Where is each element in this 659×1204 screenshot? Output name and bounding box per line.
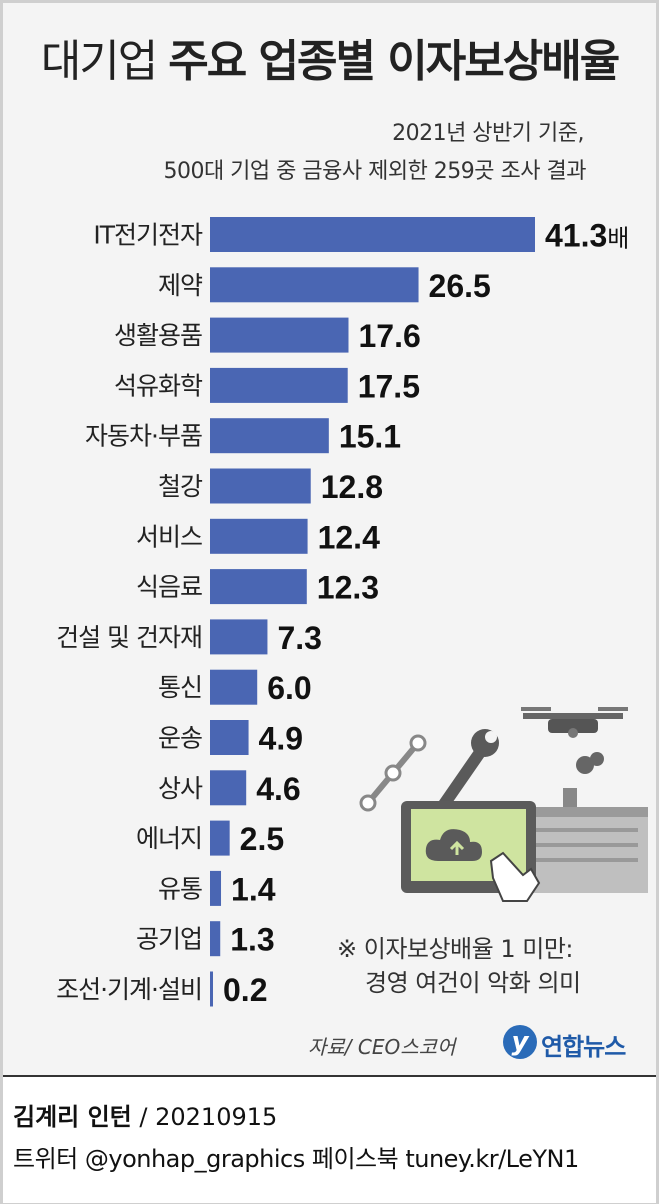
wrench-icon bbox=[432, 729, 499, 819]
category-label: 석유화학 bbox=[114, 371, 203, 400]
category-label: 서비스 bbox=[136, 522, 202, 551]
value-label: 12.8 bbox=[321, 469, 383, 505]
author-name: 김계리 인턴 bbox=[13, 1103, 132, 1131]
category-label: 공기업 bbox=[136, 925, 202, 954]
bar bbox=[210, 619, 268, 655]
bar bbox=[210, 317, 349, 353]
category-label: 상사 bbox=[158, 774, 203, 803]
credit-date: / 20210915 bbox=[131, 1103, 278, 1131]
value-label: 41.3배 bbox=[545, 218, 629, 254]
category-label: 운송 bbox=[158, 724, 202, 753]
bar bbox=[210, 921, 221, 957]
category-label: 건설 및 건자재 bbox=[56, 623, 202, 652]
bar bbox=[210, 770, 247, 806]
source-label: 자료/ CEO스코어 bbox=[308, 1035, 456, 1059]
category-label: 유통 bbox=[158, 874, 202, 903]
bar bbox=[210, 720, 249, 755]
credit-line: 김계리 인턴 / 20210915 bbox=[13, 1097, 277, 1132]
bar bbox=[210, 669, 258, 705]
bar bbox=[210, 367, 348, 403]
logo-text: 연합뉴스 bbox=[541, 1033, 626, 1061]
bar bbox=[210, 971, 213, 1007]
bar bbox=[210, 468, 311, 504]
value-label: 12.3 bbox=[317, 570, 379, 606]
subtitle-line-1: 2021년 상반기 기준, bbox=[392, 121, 584, 146]
value-label: 4.9 bbox=[259, 721, 303, 757]
bar bbox=[210, 267, 419, 303]
category-label: 철강 bbox=[158, 472, 203, 501]
yonhap-logo: y 연합뉴스 bbox=[503, 1023, 653, 1063]
value-label: 0.2 bbox=[223, 972, 267, 1008]
pointer-hand-icon bbox=[489, 851, 541, 902]
value-label: 4.6 bbox=[256, 771, 300, 807]
bar bbox=[210, 217, 535, 252]
value-label: 7.3 bbox=[277, 620, 321, 656]
value-label: 17.5 bbox=[358, 368, 420, 404]
logo-mark-icon: y bbox=[503, 1025, 537, 1059]
value-label: 6.0 bbox=[267, 670, 311, 706]
category-label: IT전기전자 bbox=[93, 221, 203, 250]
social-line: 트위터 @yonhap_graphics 페이스북 tuney.kr/LeYN1 bbox=[13, 1145, 579, 1173]
note-line-2: 경영 여건이 악화 의미 bbox=[365, 969, 581, 997]
bar bbox=[210, 870, 222, 906]
bar bbox=[210, 820, 230, 856]
value-label: 12.4 bbox=[318, 519, 380, 555]
bar bbox=[210, 569, 307, 605]
value-label: 1.3 bbox=[230, 922, 274, 958]
value-label: 15.1 bbox=[339, 419, 401, 455]
category-label: 자동차·부품 bbox=[85, 422, 202, 451]
robot-arm-icon bbox=[359, 734, 427, 812]
title-light: 대기업 bbox=[40, 36, 158, 87]
category-label: 생활용품 bbox=[114, 321, 202, 350]
value-label: 2.5 bbox=[240, 821, 284, 857]
drone-icon bbox=[521, 707, 628, 738]
subtitle-line-2: 500대 기업 중 금융사 제외한 259곳 조사 결과 bbox=[163, 159, 586, 184]
category-label: 제약 bbox=[158, 271, 203, 300]
industry-illustration bbox=[359, 707, 648, 902]
category-label: 식음료 bbox=[136, 573, 202, 602]
value-label: 26.5 bbox=[429, 268, 491, 304]
value-label: 17.6 bbox=[358, 318, 420, 354]
title-bold: 주요 업종별 이자보상배율 bbox=[168, 36, 620, 87]
footer: 김계리 인턴 / 20210915 트위터 @yonhap_graphics 페… bbox=[3, 1075, 656, 1203]
bar bbox=[210, 518, 308, 554]
page-title: 대기업 주요 업종별 이자보상배율 bbox=[3, 25, 656, 89]
category-label: 통신 bbox=[158, 673, 202, 702]
unit-label: 배 bbox=[607, 226, 629, 253]
bar bbox=[210, 418, 329, 454]
category-label: 에너지 bbox=[136, 824, 202, 853]
category-label: 조선·기계·설비 bbox=[56, 975, 202, 1004]
value-label: 1.4 bbox=[231, 871, 276, 907]
note-line-1: ※ 이자보상배율 1 미만: bbox=[337, 935, 574, 963]
